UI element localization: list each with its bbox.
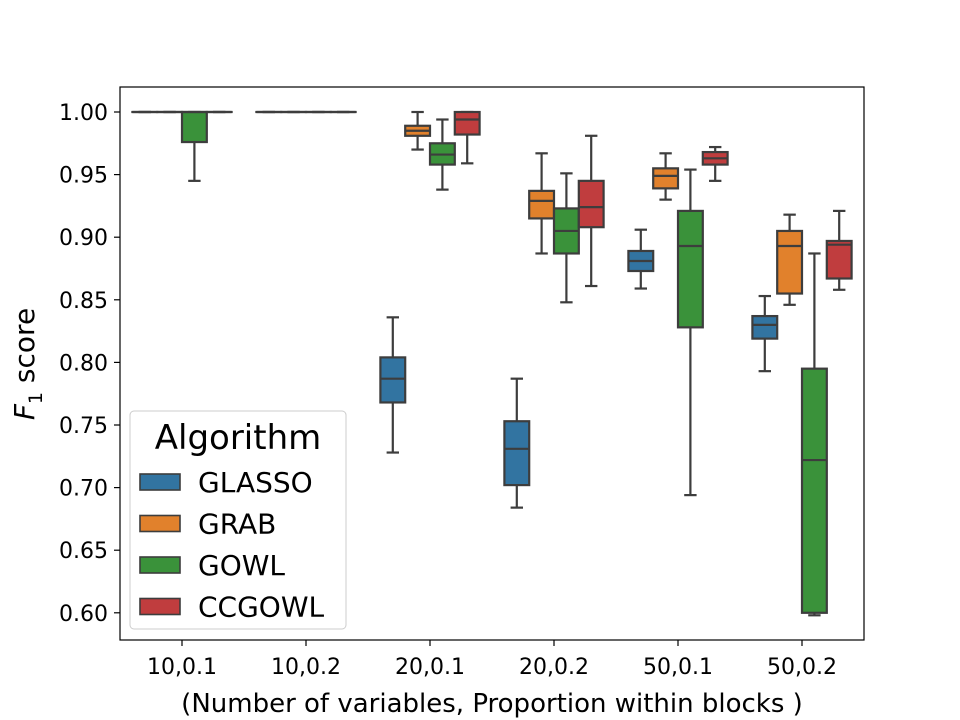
box-body — [528, 189, 556, 220]
y-tick-label: 0.75 — [59, 414, 108, 439]
box-gowl-10-0-1 — [180, 110, 208, 182]
box-grab-50-0-1 — [652, 152, 680, 201]
box-body — [453, 110, 481, 136]
box-gowl-20-0-2 — [552, 172, 580, 304]
y-tick-label: 0.95 — [59, 164, 108, 189]
y-axis-label: F1 score — [8, 308, 47, 420]
box-glasso-20-0-1 — [379, 316, 407, 454]
box-body — [577, 179, 605, 229]
legend-entry-gowl: GOWL — [139, 549, 285, 582]
axes-frame — [119, 86, 865, 641]
box-grab-20-0-1 — [404, 110, 432, 151]
y-axis: 1.00 0.95 0.90 0.85 0.80 0.75 0.70 0.65 0.60 — [59, 101, 120, 627]
legend-entries: GLASSO GRAB GOWL CCGOWL — [139, 466, 325, 624]
box-body — [652, 167, 680, 190]
legend-swatch — [139, 473, 181, 491]
x-tick-label: 10,0.1 — [147, 655, 217, 680]
legend-label: GOWL — [198, 549, 285, 582]
box-body — [379, 356, 407, 404]
x-axis-label: (Number of variables, Proportion within … — [181, 689, 803, 719]
y-axis-label-subscript: 1 — [25, 392, 47, 404]
box-gowl-50-0-2 — [800, 252, 828, 617]
box-body — [503, 420, 531, 487]
y-tick-label: 0.65 — [59, 539, 108, 564]
legend: Algorithm GLASSO GRAB GOWL CCGOWL — [129, 410, 347, 630]
y-tick-label: 0.60 — [59, 602, 108, 627]
x-tick-label: 20,0.2 — [519, 655, 589, 680]
x-tick-label: 50,0.2 — [767, 655, 837, 680]
box-glasso-20-0-2 — [503, 377, 531, 509]
box-ccgowl-50-0-1 — [701, 145, 729, 182]
legend-entry-ccgowl: CCGOWL — [139, 591, 325, 624]
box-gowl-50-0-1 — [676, 168, 704, 497]
legend-entry-glasso: GLASSO — [139, 466, 313, 499]
legend-swatch — [139, 514, 181, 533]
legend-label: CCGOWL — [198, 591, 325, 624]
box-body — [751, 314, 779, 340]
y-tick-label: 0.90 — [59, 226, 108, 251]
box-body — [776, 229, 804, 295]
box-body — [825, 239, 853, 280]
box-gowl-20-0-1 — [428, 118, 456, 191]
y-tick-label: 1.00 — [59, 101, 108, 126]
legend-swatch — [139, 597, 181, 616]
box-grab-50-0-2 — [776, 213, 804, 306]
legend-label: GRAB — [198, 508, 276, 541]
legend-title: Algorithm — [155, 418, 322, 458]
box-body — [800, 367, 828, 614]
x-axis: 10,0.1 10,0.2 20,0.1 20,0.2 50,0.1 50,0.2 — [147, 640, 837, 680]
box-ccgowl-20-0-2 — [577, 134, 605, 288]
box-body — [676, 209, 704, 329]
box-body — [180, 110, 208, 144]
y-axis-label-rest: score — [8, 308, 41, 392]
legend-frame — [129, 410, 347, 630]
plot-area — [131, 110, 853, 617]
box-glasso-50-0-2 — [751, 294, 779, 373]
x-tick-label: 10,0.2 — [271, 655, 341, 680]
box-ccgowl-50-0-2 — [825, 209, 853, 291]
y-tick-label: 0.85 — [59, 289, 108, 314]
x-tick-label: 50,0.1 — [643, 655, 713, 680]
legend-label: GLASSO — [198, 466, 313, 499]
y-axis-label-main: F — [8, 403, 41, 420]
y-tick-label: 0.70 — [59, 477, 108, 502]
legend-entry-grab: GRAB — [139, 508, 276, 541]
box-ccgowl-20-0-1 — [453, 110, 481, 165]
x-tick-label: 20,0.1 — [395, 655, 465, 680]
box-glasso-50-0-1 — [627, 228, 655, 290]
y-tick-label: 0.80 — [59, 351, 108, 376]
box-grab-20-0-2 — [528, 152, 556, 255]
legend-swatch — [139, 556, 181, 574]
